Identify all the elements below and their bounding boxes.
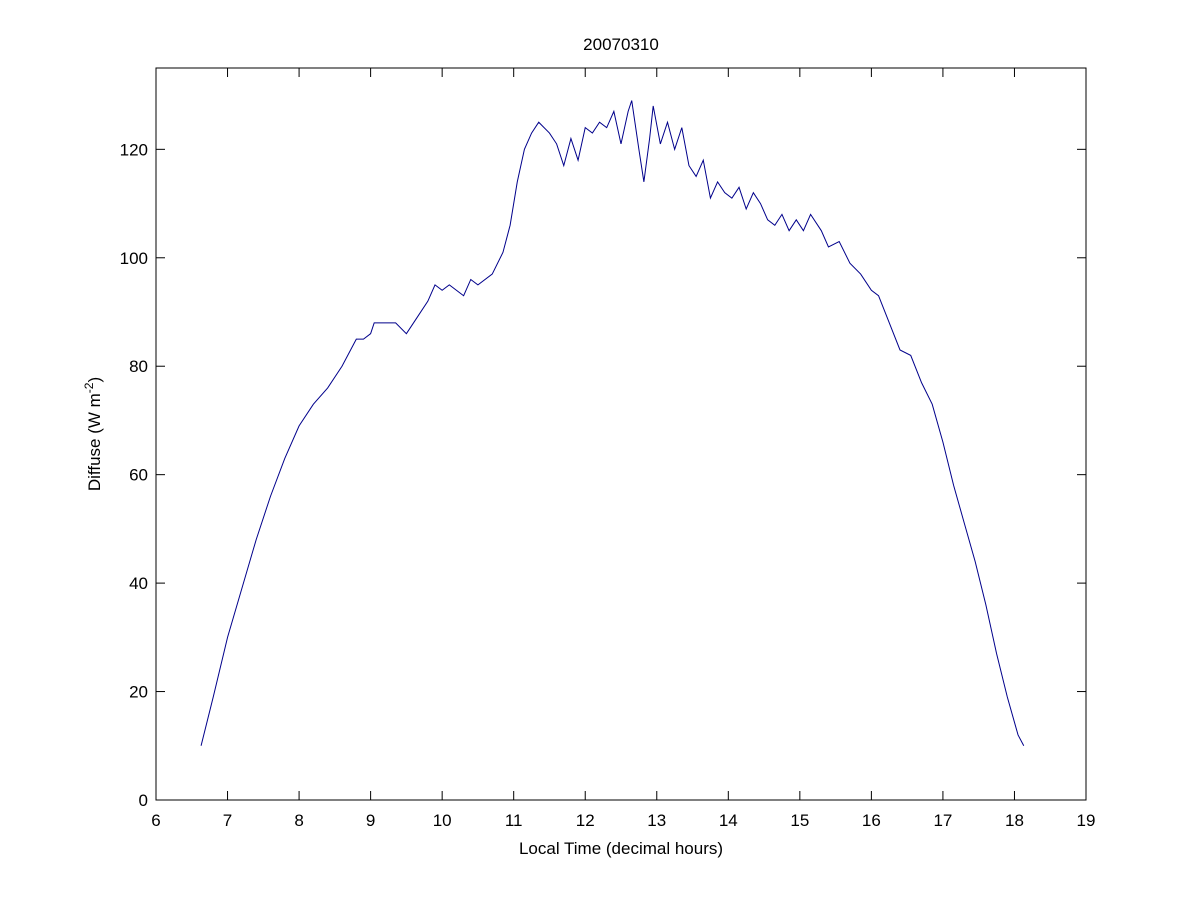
x-tick-label: 19 xyxy=(1077,811,1096,830)
data-line xyxy=(200,100,1025,747)
x-tick-label: 15 xyxy=(790,811,809,830)
y-tick-label: 80 xyxy=(129,357,148,376)
x-tick-label: 8 xyxy=(294,811,303,830)
x-tick-label: 18 xyxy=(1005,811,1024,830)
y-tick-label: 20 xyxy=(129,683,148,702)
y-label-text: Diffuse (W m xyxy=(85,393,104,491)
y-axis-label: Diffuse (W m-2) xyxy=(82,377,104,491)
x-axis-label: Local Time (decimal hours) xyxy=(519,839,723,858)
x-tick-label: 16 xyxy=(862,811,881,830)
x-tick-label: 11 xyxy=(505,811,523,830)
x-tick-label: 17 xyxy=(933,811,952,830)
chart-title: 20070310 xyxy=(583,35,659,54)
x-tick-label: 10 xyxy=(433,811,452,830)
y-label-sup: -2 xyxy=(82,382,96,393)
y-tick-label: 100 xyxy=(120,249,148,268)
x-tick-label: 12 xyxy=(576,811,595,830)
x-tick-label: 13 xyxy=(647,811,666,830)
x-tick-label: 9 xyxy=(366,811,375,830)
x-tick-label: 14 xyxy=(719,811,738,830)
y-label-tail: ) xyxy=(85,377,104,383)
plot-frame xyxy=(155,67,1087,801)
y-tick-label: 0 xyxy=(139,791,148,810)
x-tick-label: 7 xyxy=(223,811,232,830)
y-tick-label: 40 xyxy=(129,574,148,593)
x-tick-label: 6 xyxy=(151,811,160,830)
y-tick-label: 120 xyxy=(120,140,148,159)
y-tick-label: 60 xyxy=(129,466,148,485)
